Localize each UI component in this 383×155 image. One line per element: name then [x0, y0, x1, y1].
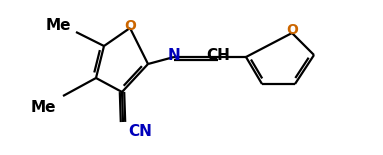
Text: CH: CH — [206, 49, 230, 64]
Text: O: O — [286, 23, 298, 37]
Text: Me: Me — [45, 18, 71, 33]
Text: N: N — [168, 49, 180, 64]
Text: O: O — [124, 19, 136, 33]
Text: CN: CN — [128, 124, 152, 140]
Text: Me: Me — [30, 100, 56, 115]
